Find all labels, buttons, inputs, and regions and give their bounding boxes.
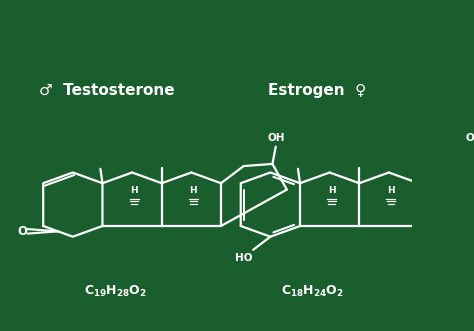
- Text: ♂  Testosterone: ♂ Testosterone: [39, 83, 175, 98]
- Text: OH: OH: [268, 132, 285, 143]
- Text: H: H: [190, 186, 197, 195]
- Text: H: H: [328, 186, 336, 195]
- Text: O: O: [17, 225, 27, 238]
- Text: $\mathbf{C_{18}H_{24}O_2}$: $\mathbf{C_{18}H_{24}O_2}$: [281, 284, 344, 299]
- Text: H: H: [387, 186, 395, 195]
- Text: Estrogen  ♀: Estrogen ♀: [268, 83, 366, 98]
- Text: OH: OH: [465, 132, 474, 143]
- Text: HO: HO: [235, 253, 253, 263]
- Text: $\mathbf{C_{19}H_{28}O_2}$: $\mathbf{C_{19}H_{28}O_2}$: [84, 284, 147, 299]
- Text: H: H: [130, 186, 138, 195]
